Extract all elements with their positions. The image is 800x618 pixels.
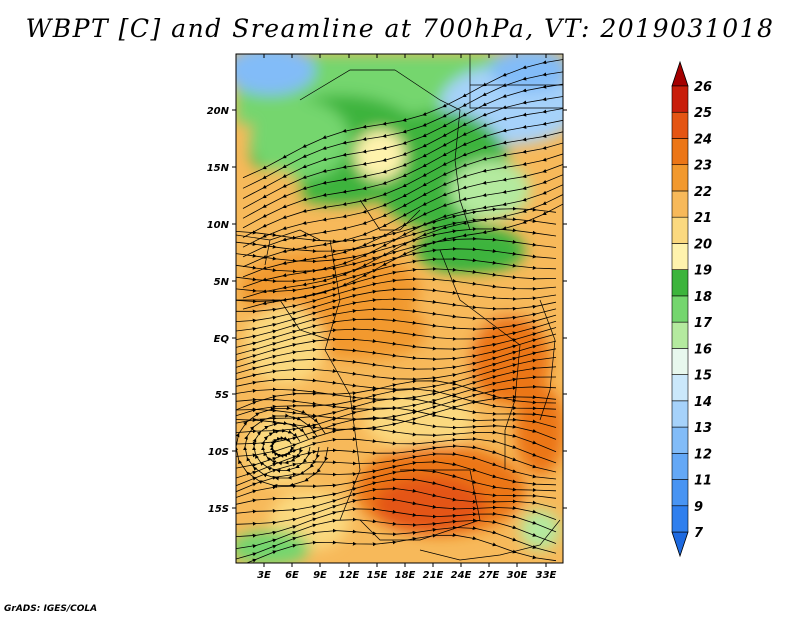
lon-tick-label: 30E [507,570,528,581]
colorbar-segment [671,190,689,218]
colorbar-label: 14 [694,395,712,410]
lon-tick-label: 21E [423,570,444,581]
lon-tick-label: 27E [479,570,500,581]
map-title: WBPT [C] and Sreamline at 700hPa, VT: 20… [25,14,775,43]
colorbar-segment [671,295,689,323]
map-frame [235,53,564,564]
colorbar-segment [671,505,689,533]
lat-tick-label: 5N [214,277,230,288]
latitude-axis: 20N 15N 10N 5N EQ 5S 10S 15S [207,106,567,515]
colorbar-label: 19 [694,264,712,279]
colorbar-segment [671,479,689,507]
lon-tick-label: 33E [536,570,557,581]
colorbar-label: 21 [694,211,712,226]
wbpt-shading [236,54,563,563]
lat-tick-label: 15N [207,163,230,174]
streamline [245,533,557,563]
colorbar-label: 25 [694,106,712,121]
colorbar-segment [671,374,689,402]
colorbar-label: 23 [694,159,712,174]
colorbar-segment [671,111,689,139]
colorbar-label: 16 [694,342,712,357]
colorbar-label: 24 [694,132,712,147]
longitude-axis: 3E 6E 9E 12E 15E 18E 21E 24E 27E 30E 33E [257,54,557,581]
lon-tick-label: 12E [339,570,360,581]
colorbar-segment [671,400,689,428]
colorbar-bottom-triangle [671,531,689,558]
colorbar-label: 13 [694,421,712,436]
colorbar-segment [671,269,689,297]
streamline [242,203,563,310]
colorbar-segment [671,216,689,244]
colorbar-segment [671,243,689,270]
lat-tick-label: 20N [207,106,230,117]
colorbar-label: 26 [694,80,712,95]
colorbar-segment [671,85,689,113]
colorbar-label: 9 [694,500,703,515]
colorbar-label: 7 [694,526,704,541]
colorbar-label: 17 [694,316,713,331]
colorbar-segment [671,138,689,166]
colorbar-label: 20 [694,237,712,252]
grads-credit: GrADS: IGES/COLA [4,604,98,614]
colorbar-top-triangle [671,60,689,87]
colorbar-segment [671,164,689,192]
lon-tick-label: 9E [313,570,327,581]
lon-tick-label: 15E [367,570,388,581]
colorbar-label: 11 [694,474,712,489]
colorbar-label: 18 [694,290,712,305]
lon-tick-label: 6E [285,570,299,581]
lat-tick-label: 10N [207,220,230,231]
colorbar: 7 9 11 12 13 14 15 16 17 18 19 20 21 22 23 24 25 26 [671,60,713,558]
streamline [236,406,329,488]
lon-tick-label: 18E [395,570,416,581]
lat-tick-label: 5S [215,390,229,401]
lat-tick-label: EQ [214,334,230,345]
streamlines [236,59,563,563]
colorbar-label: 22 [694,185,712,200]
colorbar-segment [671,321,689,349]
lon-tick-label: 3E [257,570,271,581]
colorbar-segment [671,348,689,375]
colorbar-label: 15 [694,369,712,384]
lat-tick-label: 15S [208,504,229,515]
lon-tick-label: 24E [451,570,472,581]
lat-tick-label: 10S [208,447,229,458]
colorbar-segment [671,452,689,480]
colorbar-label: 12 [694,447,712,462]
colorbar-segment [671,426,689,454]
